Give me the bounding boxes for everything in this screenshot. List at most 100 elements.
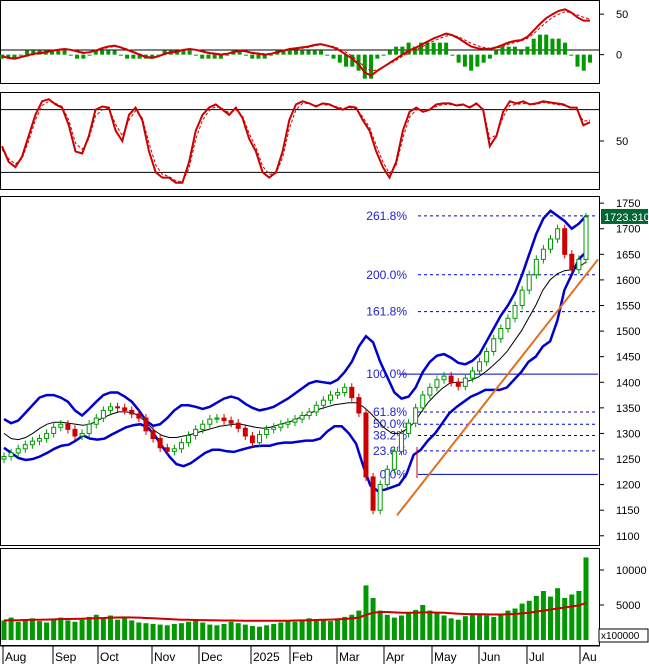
volume-bar [221, 623, 227, 640]
volume-bar [72, 621, 78, 640]
bollinger-lower-band [3, 250, 587, 493]
x-tick-label: Feb [292, 650, 313, 664]
volume-bar [484, 615, 490, 640]
candle-body [228, 420, 234, 424]
volume-bar [257, 626, 263, 640]
price-panel-frame [0, 196, 600, 546]
volume-bar [143, 623, 149, 640]
macd-histogram-bar [150, 54, 155, 59]
macd-histogram-bar [531, 38, 536, 55]
candle-body [115, 406, 121, 409]
candle-body [86, 423, 92, 434]
volume-bar [540, 591, 546, 640]
volume-unit-label: x100000 [601, 631, 640, 642]
volume-bar [214, 625, 220, 640]
macd-histogram-bar [588, 54, 592, 63]
x-tick-label: Jun [481, 650, 500, 664]
candle-body [264, 428, 270, 435]
last-price-background [601, 208, 648, 224]
volume-bar [15, 621, 21, 640]
x-tick-label: Oct [100, 650, 119, 664]
volume-bar [555, 588, 561, 640]
macd-histogram-bar [556, 38, 561, 55]
candle-body [484, 351, 490, 363]
macd-histogram-bar [237, 50, 242, 55]
macd-axis: 50 0 [600, 9, 628, 62]
candle-body [100, 409, 106, 419]
candle-body [363, 412, 369, 478]
macd-histogram-bar [206, 54, 211, 59]
macd-histogram-bar [494, 50, 499, 55]
macd-histogram-bar [437, 42, 442, 55]
macd-histogram-bar [225, 54, 230, 56]
macd-histogram-bar [550, 38, 555, 55]
macd-histogram-bar [287, 50, 292, 55]
candle-body [1, 455, 7, 460]
candle-body [327, 394, 333, 401]
volume-bar [356, 610, 362, 640]
macd-histogram-bar [331, 54, 336, 59]
macd-histogram-bar [300, 50, 305, 55]
candle-body [398, 432, 404, 452]
candle-body [491, 338, 497, 353]
macd-histogram-bar [381, 54, 386, 56]
macd-histogram-bar [294, 50, 298, 55]
macd-tick-0-label: 0 [616, 50, 622, 62]
orange-trendline [396, 258, 599, 516]
macd-histogram-bar [31, 50, 36, 55]
volume-bar [462, 616, 468, 640]
volume-bar [583, 557, 589, 640]
volume-bar [186, 621, 192, 640]
candle-body [441, 375, 447, 381]
price-tick-1550-label: 1550 [616, 300, 640, 312]
volume-bar [228, 621, 234, 640]
macd-line [1, 8, 590, 77]
volume-bar [264, 625, 270, 640]
candle-body [29, 440, 35, 446]
candle-body [58, 423, 64, 428]
bollinger-upper-band [3, 209, 587, 428]
candle-body [235, 422, 241, 429]
macd-histogram-bar [475, 54, 480, 67]
macd-histogram-bar [375, 54, 380, 59]
price-tick-1200-label: 1200 [616, 480, 640, 492]
candle-body [271, 426, 277, 430]
candle-body [313, 404, 319, 413]
volume-bar [313, 619, 319, 640]
candle-body [200, 423, 206, 430]
candle-body [107, 406, 113, 411]
macd-panel-frame [0, 0, 600, 84]
candle-body [193, 428, 199, 436]
volume-bar [292, 621, 298, 640]
candle-body [349, 386, 355, 399]
volume-bar [441, 615, 447, 640]
macd-histogram-bar [544, 34, 549, 55]
x-tick-label: Aug [5, 650, 26, 664]
stochastic-tick-50-label: 50 [616, 136, 628, 148]
candle-body [448, 375, 454, 383]
volume-bar [178, 623, 184, 640]
volume-bar [36, 621, 42, 640]
volume-bar [306, 618, 312, 640]
macd-histogram-bar [356, 54, 361, 71]
fibonacci-label: 161.8% [366, 305, 407, 319]
volume-bar [150, 623, 156, 640]
macd-histogram-bar [581, 54, 586, 71]
volume-bar [576, 591, 582, 640]
macd-histogram-bar [487, 54, 492, 59]
candle-body [65, 423, 71, 430]
price-tick-1500-label: 1500 [616, 326, 640, 338]
candle-body [569, 253, 575, 271]
stochastic-panel-frame [0, 92, 600, 190]
macd-histogram-bar [68, 54, 73, 56]
volume-bar [335, 619, 341, 640]
price-tick-1450-label: 1450 [616, 352, 640, 364]
macd-histogram-bar [519, 50, 524, 55]
price-tick-1350-label: 1350 [616, 403, 640, 415]
volume-bar [533, 595, 539, 640]
price-tick-1250-label: 1250 [616, 454, 640, 466]
candle-body [8, 452, 14, 457]
macd-histogram-bar [175, 50, 180, 55]
candle-body [122, 407, 128, 411]
